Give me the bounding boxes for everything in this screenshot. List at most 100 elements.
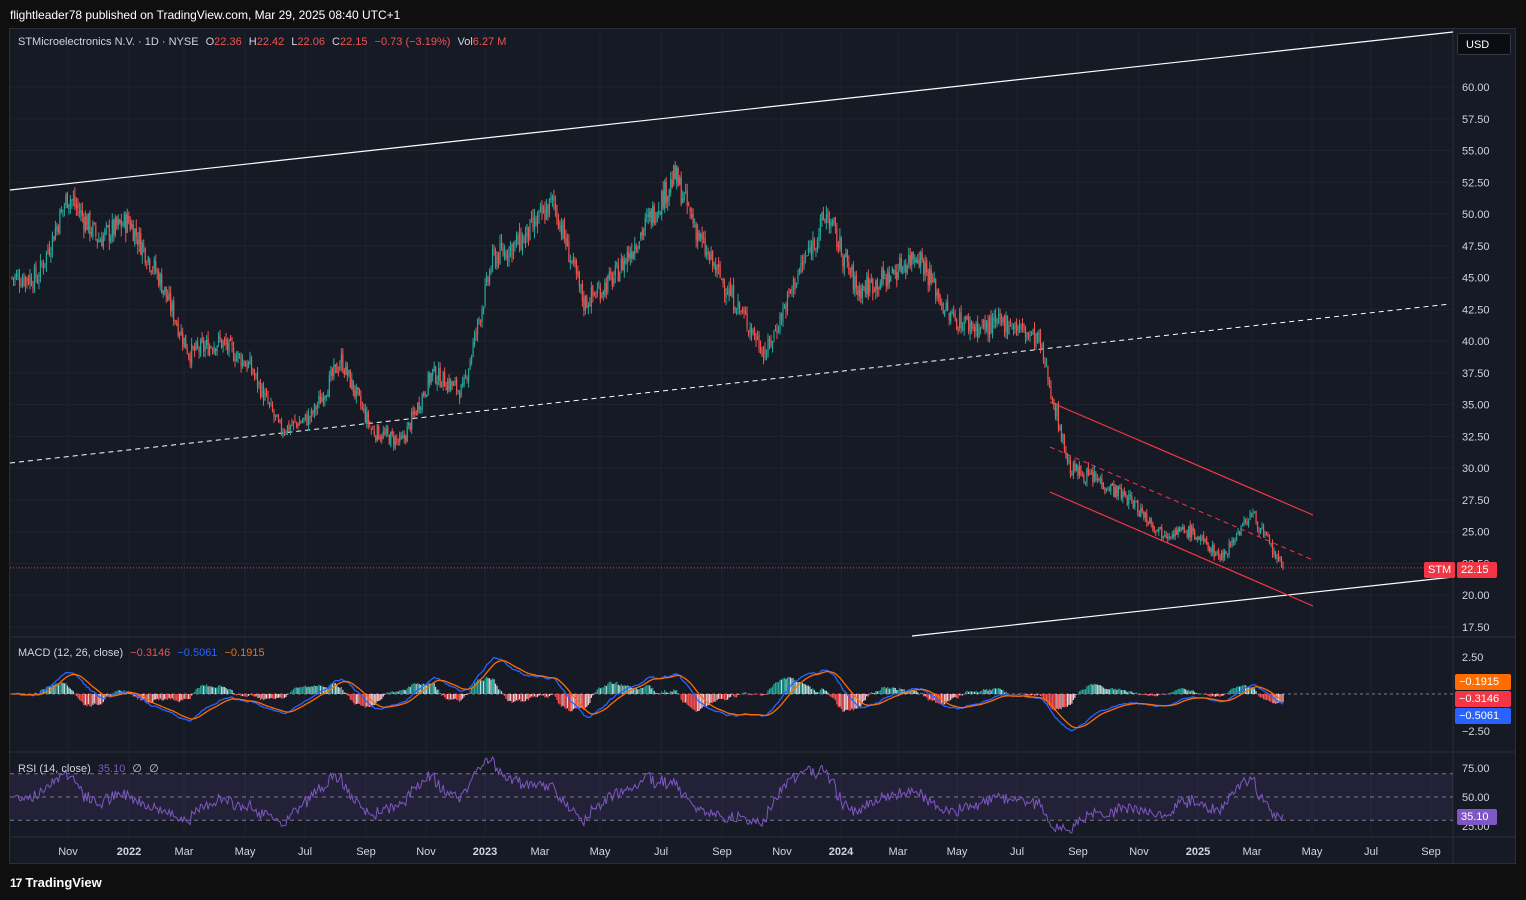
candle-body — [393, 435, 395, 446]
candle-body — [804, 256, 807, 261]
macd-histogram-bar — [605, 685, 607, 694]
macd-histogram-bar — [63, 683, 65, 694]
candle-body — [141, 242, 143, 256]
candle-body — [1237, 530, 1239, 534]
candle-body — [619, 272, 621, 282]
candle-body — [803, 260, 805, 267]
macd-histogram-bar — [954, 694, 956, 698]
macd-histogram-bar — [723, 694, 726, 701]
macd-histogram-bar — [385, 692, 387, 694]
macd-histogram-bar — [81, 694, 83, 703]
candle-body — [27, 278, 30, 284]
macd-histogram-bar — [884, 686, 886, 694]
macd-histogram-bar — [637, 689, 639, 694]
candle-body — [971, 321, 973, 329]
macd-histogram-bar — [1253, 688, 1256, 694]
macd-histogram-bar — [870, 692, 872, 694]
candle-body — [602, 291, 604, 294]
candle-body — [183, 337, 185, 348]
time-tick-label: Sep — [356, 846, 376, 858]
macd-histogram-bar — [978, 691, 980, 694]
candle-body — [565, 236, 567, 246]
macd-histogram-bar — [475, 681, 477, 694]
candle-body — [1161, 527, 1163, 538]
candle-body — [578, 271, 580, 286]
candle-body — [1086, 468, 1088, 483]
macd-histogram-bar — [764, 694, 766, 695]
candle-body — [128, 215, 130, 222]
candle-body — [225, 339, 227, 345]
candle-body — [247, 362, 250, 368]
macd-histogram-bar — [640, 687, 642, 694]
chart-frame[interactable] — [9, 28, 1516, 864]
candle-body — [1186, 531, 1188, 538]
macd-histogram-bar — [355, 694, 357, 704]
macd-histogram-bar — [131, 693, 133, 695]
candle-body — [253, 374, 256, 376]
candle-body — [358, 388, 360, 395]
candle-body — [1138, 513, 1140, 516]
macd-legend-name[interactable]: MACD (12, 26, close) — [18, 647, 124, 659]
macd-histogram-bar — [306, 687, 308, 694]
macd-histogram-bar — [496, 685, 498, 694]
top-bar: flightleader78 published on TradingView.… — [0, 0, 1526, 28]
rsi-legend: RSI (14, close) 35.10 ∅ ∅ — [18, 762, 163, 775]
macd-histogram-bar — [979, 691, 982, 694]
candle-body — [828, 219, 830, 229]
candle-body — [1119, 487, 1121, 489]
candle-body — [1011, 328, 1013, 330]
candle-body — [322, 396, 324, 403]
price-tick-label: 47.50 — [1462, 241, 1490, 253]
candle-body — [755, 336, 757, 342]
candle-body — [222, 341, 224, 347]
candle-body — [336, 363, 338, 374]
macd-histogram-bar — [361, 694, 363, 706]
candles — [11, 161, 1284, 570]
macd-histogram-bar — [755, 694, 757, 695]
macd-histogram-bar — [987, 690, 989, 694]
macd-histogram-bar — [694, 694, 696, 711]
candle-body — [845, 253, 847, 257]
candle-body — [32, 286, 34, 288]
rsi-legend-name[interactable]: RSI (14, close) — [18, 763, 91, 775]
tradingview-brand[interactable]: 17 TradingView — [10, 875, 102, 890]
candle-body — [1110, 483, 1112, 491]
candle-body — [1241, 523, 1244, 526]
macd-histogram-bar — [209, 686, 211, 694]
macd-histogram-bar — [656, 693, 658, 694]
macd-histogram-bar — [342, 689, 344, 694]
macd-histogram-bar — [864, 694, 866, 701]
candle-body — [1047, 366, 1049, 382]
macd-histogram-bar — [1216, 694, 1218, 697]
candle-body — [938, 290, 940, 298]
macd-histogram-bar — [945, 694, 947, 702]
macd-histogram-bar — [301, 686, 304, 694]
currency-button[interactable]: USD — [1457, 33, 1511, 55]
macd-histogram-bar — [1232, 688, 1235, 694]
candle-body — [250, 359, 253, 372]
candle-body — [1192, 527, 1194, 531]
macd-histogram-bar — [304, 685, 307, 694]
macd-histogram-bar — [725, 694, 727, 701]
candle-body — [385, 428, 387, 434]
candle-body — [779, 314, 781, 332]
candle-body — [262, 385, 265, 402]
macd-histogram-bar — [671, 691, 673, 694]
macd-histogram-bar — [345, 692, 347, 694]
candle-body — [890, 275, 892, 282]
macd-histogram-bar — [848, 694, 850, 711]
macd-histogram-bar — [541, 694, 543, 696]
candle-body — [758, 334, 760, 349]
macd-histogram-bar — [679, 694, 681, 695]
candle-body — [656, 212, 658, 222]
macd-histogram-bar — [616, 681, 618, 694]
candle-body — [164, 286, 166, 292]
macd-histogram-bar — [559, 694, 561, 705]
macd-histogram-bar — [815, 691, 817, 694]
candle-body — [167, 295, 169, 301]
legend-symbol[interactable]: STMicroelectronics N.V. · 1D · NYSE — [18, 36, 199, 48]
macd-histogram-bar — [153, 694, 155, 700]
macd-histogram-bar — [667, 692, 669, 694]
macd-histogram-bar — [649, 685, 651, 694]
